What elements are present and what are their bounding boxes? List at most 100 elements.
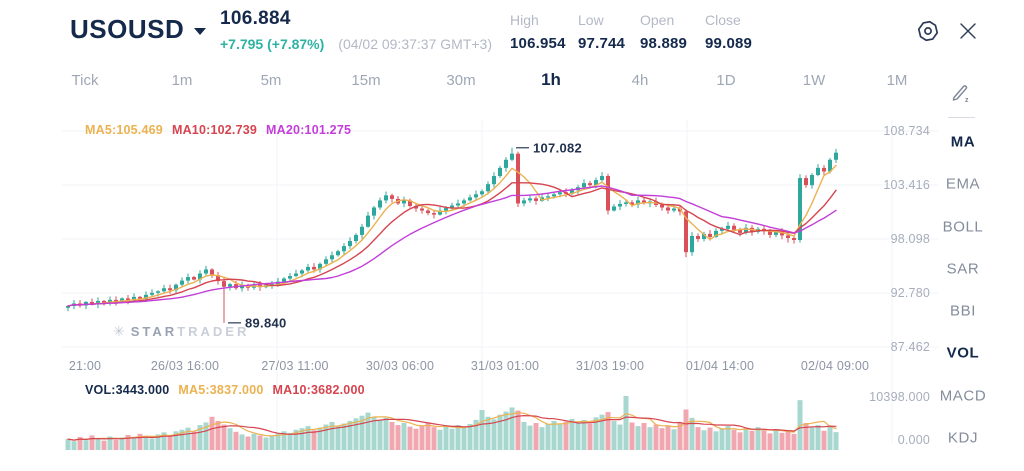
volume-bar <box>467 424 473 450</box>
volume-bar <box>761 430 767 450</box>
tab-1d[interactable]: 1D <box>716 72 736 89</box>
tab-1h[interactable]: 1h <box>541 70 561 89</box>
time-tick: 31/03 01:00 <box>470 359 540 373</box>
volume-bar <box>209 416 215 450</box>
candle-body <box>606 176 610 211</box>
volume-bar <box>515 410 521 450</box>
stat-value: 97.744 <box>578 35 626 52</box>
tab-4h[interactable]: 4h <box>631 72 649 89</box>
volume-bar <box>497 414 503 450</box>
indicator-ema[interactable]: EMA <box>945 175 981 193</box>
candle-body <box>528 198 532 201</box>
candle-body <box>282 278 286 282</box>
volume-bar <box>773 429 779 450</box>
volume-bar <box>341 423 347 450</box>
candle-body <box>126 298 130 301</box>
volume-bar <box>191 431 197 450</box>
volume-bar <box>707 427 713 450</box>
indicator-ma[interactable]: MA <box>950 133 976 151</box>
candle-body <box>324 259 328 264</box>
candle-body <box>216 275 220 282</box>
candle-body <box>300 270 304 274</box>
volume-bar <box>221 424 227 450</box>
candle-body <box>306 266 310 271</box>
candle-body <box>534 198 538 201</box>
ma-line <box>67 415 837 441</box>
volume-bar <box>479 410 485 450</box>
candle-body <box>462 200 466 204</box>
time-tick: 30/03 06:00 <box>365 359 435 373</box>
close-icon <box>960 23 976 39</box>
volume-bar <box>581 419 587 450</box>
indicator-boll[interactable]: BOLL <box>942 218 984 236</box>
volume-bar <box>617 424 623 450</box>
volume-bar <box>287 432 293 450</box>
symbol-selector[interactable]: USOUSD <box>70 14 207 45</box>
candle-body <box>390 195 394 199</box>
candle-body <box>768 231 772 235</box>
volume-bar <box>503 411 509 450</box>
volume-bar <box>227 428 233 450</box>
candle-body <box>318 263 322 270</box>
indicator-vol[interactable]: VOL <box>946 344 980 362</box>
volume-bar <box>551 420 557 450</box>
volume-bar <box>113 439 119 450</box>
volume-bar <box>779 432 785 450</box>
tab-1m[interactable]: 1m <box>171 72 193 89</box>
volume-bar <box>65 439 71 450</box>
candle-body <box>486 184 490 192</box>
volume-bar <box>527 425 533 450</box>
candle-body <box>474 194 478 198</box>
candle-body <box>696 235 700 239</box>
candle-body <box>546 196 550 198</box>
volume-bar <box>83 440 89 450</box>
candle-body <box>312 266 316 270</box>
volume-bar <box>539 427 545 450</box>
volume-bar <box>323 424 329 450</box>
time-tick: 21:00 <box>68 359 102 373</box>
volume-bar <box>785 431 791 450</box>
volume-bar <box>119 437 125 450</box>
tab-15m[interactable]: 15m <box>351 72 381 89</box>
candle-body <box>162 288 166 292</box>
volume-bar <box>161 432 167 450</box>
volume-bar <box>71 441 77 450</box>
volume-bar <box>377 420 383 450</box>
candle-body <box>804 178 808 186</box>
volume-bar <box>629 422 635 450</box>
volume-bar <box>731 429 737 450</box>
candle-body <box>150 292 154 295</box>
volume-tick: 10398.000 <box>869 390 930 404</box>
stat-value: 106.954 <box>510 35 566 52</box>
indicator-macd[interactable]: MACD <box>939 387 987 405</box>
indicator-sar[interactable]: SAR <box>946 260 980 278</box>
volume-bar <box>137 433 143 450</box>
candle-body <box>366 215 370 227</box>
stat-open: Open 98.889 <box>640 12 687 52</box>
draw-indicator-edit-button[interactable]: z <box>944 76 978 110</box>
candle-body <box>774 231 778 235</box>
tab-1m[interactable]: 1M <box>886 72 908 89</box>
candle-body <box>144 294 148 299</box>
candle-body <box>684 211 688 253</box>
candle-body <box>384 195 388 201</box>
candle-body <box>822 167 826 172</box>
candle-body <box>180 280 184 285</box>
close-button[interactable] <box>951 14 985 48</box>
tab-1w[interactable]: 1W <box>802 72 826 89</box>
star-logo-icon: ✳ <box>113 323 125 339</box>
tab-5m[interactable]: 5m <box>260 72 282 89</box>
indicator-kdj[interactable]: KDJ <box>947 429 979 447</box>
volume-bar <box>521 421 527 450</box>
candle-body <box>630 202 634 205</box>
candle-body <box>204 269 208 274</box>
tab-tick[interactable]: Tick <box>71 72 99 89</box>
volume-bar <box>245 436 251 450</box>
tab-30m[interactable]: 30m <box>446 72 476 89</box>
settings-button[interactable] <box>911 14 945 48</box>
volume-bar <box>473 419 479 450</box>
candle-body <box>510 153 514 160</box>
indicator-bbi[interactable]: BBI <box>950 302 976 320</box>
volume-bar <box>101 440 107 450</box>
